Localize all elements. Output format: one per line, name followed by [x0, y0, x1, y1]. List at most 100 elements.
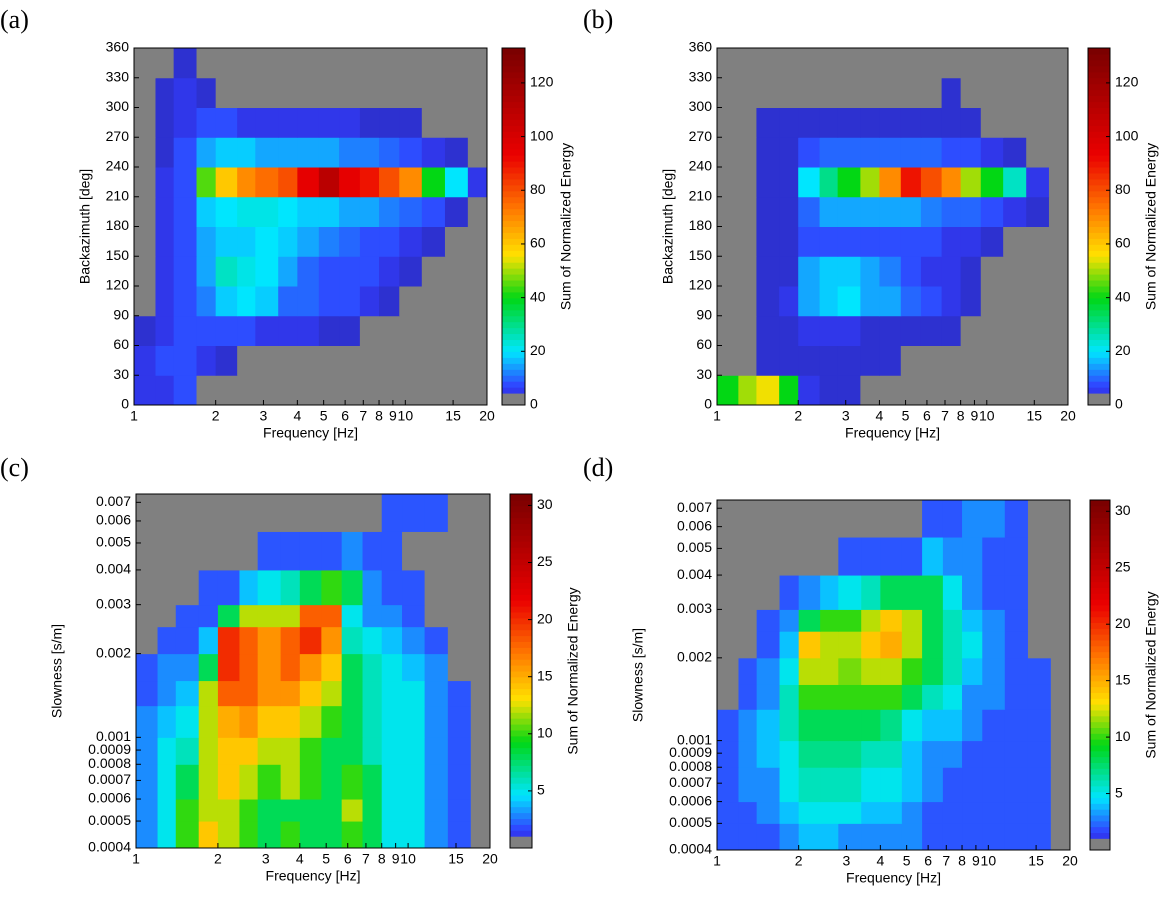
heatmap-cell — [779, 684, 800, 710]
heatmap-cell — [901, 537, 923, 576]
y-tick-label: 330 — [689, 68, 713, 84]
heatmap-cell — [738, 107, 757, 138]
heatmap-cell — [339, 196, 361, 227]
heatmap-cell — [318, 286, 340, 317]
colorbar-swatch — [1090, 540, 1110, 548]
colorbar-swatch — [1088, 125, 1110, 132]
colorbar-swatch — [510, 842, 532, 849]
heatmap-cell — [257, 531, 282, 571]
heatmap-cell — [198, 680, 219, 707]
heatmap-cell — [339, 226, 361, 257]
heatmap-cell — [359, 196, 380, 227]
colorbar-swatch — [1088, 59, 1110, 67]
heatmap-cell — [717, 256, 739, 287]
heatmap-cell — [717, 823, 739, 851]
x-tick-label: 20 — [479, 408, 495, 424]
colorbar-swatch — [510, 794, 532, 802]
colorbar-swatch — [1088, 202, 1110, 210]
y-tick-label: 0.007 — [96, 493, 131, 509]
x-tick-label: 8 — [378, 851, 386, 867]
y-tick-label: 0.0004 — [88, 839, 131, 855]
colorbar-swatch — [502, 89, 525, 97]
heatmap-cell — [362, 531, 383, 571]
heatmap-cell — [982, 767, 1006, 803]
x-tick-label: 3 — [842, 408, 850, 424]
colorbar-frame — [1089, 499, 1111, 851]
heatmap-cell — [980, 196, 1004, 227]
heatmap-cell — [198, 821, 219, 849]
heatmap-cell — [318, 345, 340, 376]
heatmap-cell — [860, 196, 880, 227]
colorbar-swatch — [510, 629, 532, 637]
heatmap-cell — [173, 167, 198, 198]
heatmap-cell — [860, 375, 880, 406]
heatmap-cell — [900, 137, 922, 168]
colorbar-swatch — [1090, 675, 1110, 682]
colorbar-swatch — [502, 315, 525, 323]
colorbar-swatch — [1090, 715, 1110, 723]
heatmap-cell — [278, 196, 298, 227]
colorbar-swatch — [510, 499, 532, 507]
heatmap-cell — [819, 286, 839, 317]
colorbar-swatch — [510, 771, 532, 778]
heatmap-cell — [1003, 256, 1027, 287]
heatmap-cell — [942, 740, 963, 768]
colorbar-swatch — [1090, 610, 1110, 618]
heatmap-cell — [900, 315, 922, 346]
heatmap-cell — [738, 77, 757, 108]
heatmap-cell — [901, 657, 923, 685]
heatmap-cell — [237, 286, 256, 317]
heatmap-cell — [901, 740, 923, 768]
colorbar-swatch — [510, 558, 532, 566]
heatmap-cell — [779, 256, 799, 287]
heatmap-cell — [255, 137, 279, 168]
colorbar-swatch — [1088, 190, 1110, 198]
heatmap-cell — [157, 494, 177, 532]
heatmap-cell — [237, 196, 256, 227]
y-axis-label: Backazimuth [deg] — [660, 169, 676, 284]
heatmap-cell — [196, 375, 217, 406]
heatmap-cell — [280, 569, 301, 606]
heatmap-cell — [819, 77, 839, 108]
heatmap-cell — [779, 107, 799, 138]
heatmap-cell — [399, 286, 423, 317]
colorbar-swatch — [510, 741, 532, 749]
heatmap-cell — [175, 705, 200, 738]
heatmap-cell — [756, 823, 781, 851]
heatmap-cell — [880, 631, 903, 659]
heatmap-cell — [362, 799, 383, 822]
x-tick-label: 6 — [341, 408, 349, 424]
heatmap-cell — [359, 226, 380, 257]
colorbar-swatch — [502, 101, 525, 108]
heatmap-cell — [255, 196, 279, 227]
colorbar-swatch — [1090, 727, 1110, 734]
heatmap-cell — [257, 821, 282, 849]
heatmap-cell — [447, 737, 472, 765]
heatmap-cell — [157, 799, 177, 822]
colorbar-swatch — [502, 48, 525, 55]
heatmap-cell — [922, 657, 944, 685]
heatmap-cell — [962, 823, 983, 851]
colorbar-swatch — [502, 232, 525, 239]
heatmap-cell — [900, 196, 922, 227]
colorbar-swatch — [510, 588, 532, 595]
heatmap-cell — [779, 537, 800, 576]
heatmap-cell — [738, 48, 757, 79]
colorbar-swatch — [502, 399, 525, 406]
heatmap-cell — [467, 375, 488, 406]
heatmap-cell — [339, 315, 361, 346]
heatmap-cell — [920, 196, 943, 227]
heatmap-cell — [1027, 801, 1052, 824]
heatmap-cell — [280, 705, 301, 738]
heatmap-cell — [900, 375, 922, 406]
heatmap-cell — [175, 604, 200, 628]
heatmap-cell — [359, 48, 380, 79]
x-tick-label: 2 — [795, 853, 803, 869]
colorbar-tick-label: 0 — [530, 396, 538, 412]
heatmap-cell — [960, 167, 982, 198]
colorbar-swatch — [1088, 399, 1110, 406]
colorbar-swatch — [502, 375, 525, 382]
heatmap-cell — [379, 345, 400, 376]
heatmap-cell — [900, 345, 922, 376]
heatmap-cell — [318, 48, 340, 79]
